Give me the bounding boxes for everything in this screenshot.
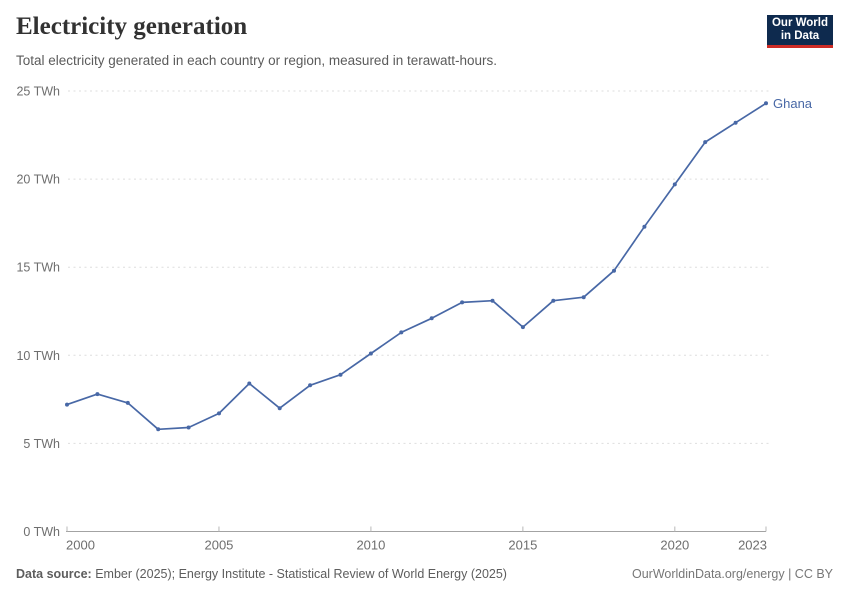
x-axis-tick-label: 2020 [660, 538, 689, 553]
data-source-note: Data source: Ember (2025); Energy Instit… [16, 567, 507, 581]
data-point[interactable] [247, 381, 252, 386]
data-point[interactable] [217, 411, 221, 416]
data-point[interactable] [520, 325, 525, 330]
data-point[interactable] [764, 101, 768, 106]
x-axis-tick-label: 2010 [356, 538, 385, 553]
data-point[interactable] [368, 351, 373, 356]
data-point[interactable] [338, 372, 343, 377]
data-point[interactable] [65, 402, 69, 407]
data-point[interactable] [490, 298, 495, 303]
data-source-text: Ember (2025); Energy Institute - Statist… [91, 567, 507, 581]
credit-link[interactable]: OurWorldinData.org/energy | CC BY [631, 567, 833, 581]
series-label-ghana[interactable]: Ghana [773, 96, 813, 111]
y-axis-tick-label: 5 TWh [23, 437, 60, 451]
y-axis-tick-label: 20 TWh [16, 173, 60, 187]
data-point[interactable] [672, 182, 677, 187]
data-point[interactable] [277, 406, 282, 411]
chart-footer: Data source: Ember (2025); Energy Instit… [16, 567, 833, 581]
data-point[interactable] [460, 300, 465, 305]
chart-subtitle: Total electricity generated in each coun… [16, 53, 497, 68]
y-axis-tick-label: 25 TWh [16, 85, 60, 99]
data-point[interactable] [429, 316, 434, 321]
data-line-ghana[interactable] [66, 102, 767, 431]
data-point[interactable] [399, 330, 404, 335]
data-point[interactable] [551, 298, 556, 303]
data-point[interactable] [95, 392, 100, 397]
x-axis-tick-label: 2023 [738, 538, 767, 553]
data-point[interactable] [581, 295, 586, 300]
data-point[interactable] [156, 427, 161, 432]
y-axis-tick-label: 10 TWh [16, 349, 60, 363]
x-axis-tick-label: 2015 [508, 538, 537, 553]
owid-logo-line2: in Data [780, 30, 820, 42]
data-point[interactable] [733, 120, 738, 125]
data-source-label: Data source: [16, 567, 92, 581]
data-point[interactable] [186, 425, 191, 430]
data-point[interactable] [703, 140, 708, 145]
x-axis-tick-label: 2005 [204, 538, 233, 553]
owid-logo-line1: Our World [771, 17, 828, 29]
data-point[interactable] [612, 268, 616, 273]
data-point[interactable] [642, 224, 647, 229]
owid-logo[interactable]: Our World in Data [767, 15, 833, 48]
y-axis-tick-label: 15 TWh [16, 261, 60, 275]
data-point[interactable] [308, 383, 313, 388]
x-axis-tick-label: 2000 [66, 538, 95, 553]
y-axis-tick-label: 0 TWh [23, 525, 60, 539]
data-point[interactable] [125, 400, 130, 405]
page-title: Electricity generation [16, 13, 248, 40]
line-chart-canvas[interactable]: 0 TWh 5 TWh 10 TWh 15 TWh 20 TWh 25 TWh 2000 20… [0, 0, 850, 560]
